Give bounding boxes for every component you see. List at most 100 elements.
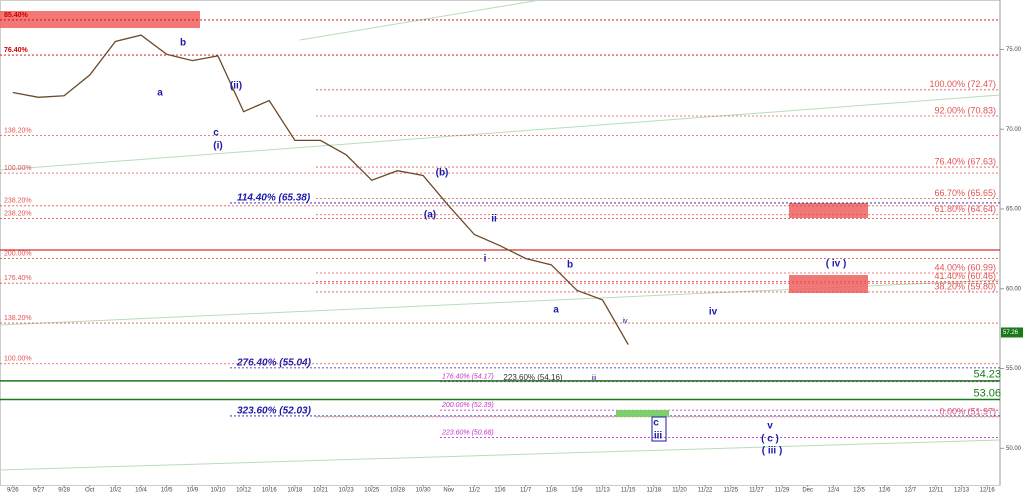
- level-label: 138.20%: [4, 127, 32, 134]
- x-tick-label: 11/13: [595, 488, 610, 494]
- y-tick-label: 60.00: [1006, 286, 1022, 292]
- x-tick-label: 12/6: [879, 488, 891, 494]
- level-label: 238.20%: [4, 210, 32, 217]
- x-tick-label: 11/29: [775, 488, 790, 494]
- x-tick-label: 10/21: [313, 488, 329, 494]
- plot-frame: [0, 0, 1001, 486]
- wave-label: (ii): [230, 81, 242, 92]
- x-tick-label: 12/11: [929, 488, 944, 494]
- x-tick-label: 10/4: [135, 488, 147, 494]
- trend-line: [0, 439, 1001, 471]
- x-tick-label: 11/8: [546, 488, 558, 494]
- last-price-label: 57.26: [1003, 330, 1019, 336]
- wave-label: iii: [654, 431, 663, 442]
- level-label: 41.40% (60.46): [934, 271, 996, 281]
- level-label: 276.40% (55.04): [236, 358, 312, 369]
- level-label: 114.40% (65.38): [237, 193, 311, 204]
- zone: [789, 203, 868, 218]
- level-label: 0.00% (51.97): [939, 406, 996, 416]
- wave-label: iv: [622, 318, 628, 325]
- last-price-box: [1001, 327, 1023, 338]
- x-tick-label: 10/5: [161, 488, 173, 494]
- x-tick-label: 10/23: [339, 488, 355, 494]
- x-tick-label: 10/2: [110, 488, 122, 494]
- x-tick-label: 12/7: [904, 488, 916, 494]
- wave-label: (i): [213, 141, 222, 152]
- wave-box: [651, 416, 667, 442]
- level-label: 100.00% (72.47): [929, 79, 996, 89]
- x-tick-label: 10/16: [262, 488, 278, 494]
- level-label: 223.60% (50.68): [441, 429, 494, 436]
- y-tick-label: 70.00: [1006, 127, 1022, 133]
- zone: [789, 275, 868, 293]
- level-label: 200.00%: [4, 250, 32, 257]
- x-tick-label: Nov: [443, 488, 454, 494]
- level-label: 238.20%: [4, 198, 32, 205]
- wave-label: iv: [709, 307, 718, 318]
- x-tick-label: 10/30: [416, 488, 432, 494]
- wave-label: (b): [436, 168, 449, 179]
- level-label: 323.60% (52.03): [237, 406, 312, 417]
- x-tick-label: Dec: [802, 488, 813, 494]
- level-label: 66.70% (65.65): [934, 188, 996, 198]
- x-tick-label: 12/5: [853, 488, 865, 494]
- y-tick-label: 50.00: [1006, 446, 1022, 452]
- wave-label: b: [180, 38, 186, 49]
- wave-label: v: [767, 421, 773, 432]
- level-label: 44.00% (60.99): [934, 262, 996, 272]
- x-tick-label: 12/16: [980, 488, 996, 494]
- zone: [0, 11, 200, 28]
- x-tick-label: Oct: [85, 488, 95, 494]
- level-label: 100.00%: [4, 356, 32, 363]
- level-label: 76.40% (67.63): [934, 156, 996, 166]
- wave-label: b: [567, 260, 573, 271]
- wave-label: i: [484, 254, 487, 265]
- wave-label: a: [157, 88, 163, 99]
- level-label: 138.20%: [4, 315, 32, 322]
- level-label: 200.00% (52.39): [441, 402, 494, 409]
- price-line: [12, 34, 629, 345]
- x-tick-label: 11/7: [520, 488, 532, 494]
- x-tick-label: 12/4: [827, 488, 839, 494]
- wave-label: (a): [424, 210, 436, 221]
- x-tick-label: 9/28: [58, 488, 70, 494]
- x-tick-label: 10/12: [236, 488, 252, 494]
- wave-label: c: [653, 418, 659, 429]
- x-tick-label: 11/9: [571, 488, 583, 494]
- x-tick-label: 10/28: [390, 488, 406, 494]
- y-tick-label: 75.00: [1006, 47, 1022, 53]
- x-tick-label: 11/27: [749, 488, 764, 494]
- x-tick-label: 9/26: [7, 488, 19, 494]
- wave-label: ii: [491, 214, 497, 225]
- level-label: 76.40%: [4, 47, 29, 54]
- trend-line: [0, 94, 1001, 171]
- x-tick-label: 11/22: [698, 488, 713, 494]
- wave-label: ( iv ): [826, 259, 847, 270]
- wave-label: iii: [592, 375, 597, 382]
- support-label: 53.06: [973, 387, 1001, 399]
- level-label: 92.00% (70.83): [934, 105, 996, 115]
- x-tick-label: 10/18: [287, 488, 303, 494]
- support-label: 54.23: [973, 369, 1001, 381]
- wave-label: ( c ): [761, 434, 779, 445]
- x-tick-label: 10/9: [186, 488, 198, 494]
- x-tick-label: 9/27: [33, 488, 45, 494]
- wave-label: ( iii ): [762, 446, 783, 457]
- level-label: 100.00%: [4, 165, 32, 172]
- x-tick-label: 11/20: [672, 488, 687, 494]
- x-tick-label: 11/25: [723, 488, 738, 494]
- level-label: 61.80% (64.64): [934, 204, 996, 214]
- x-tick-label: 11/15: [621, 488, 636, 494]
- level-label: 85.40%: [4, 12, 29, 19]
- level-label: 176.40%: [4, 275, 32, 282]
- x-tick-label: 11/18: [647, 488, 662, 494]
- y-tick-label: 65.00: [1006, 207, 1022, 213]
- wave-label: a: [553, 305, 559, 316]
- x-tick-label: 11/6: [494, 488, 506, 494]
- x-tick-label: 10/10: [210, 488, 226, 494]
- target-box: [616, 410, 669, 417]
- x-tick-label: 12/13: [954, 488, 970, 494]
- x-tick-label: 11/2: [469, 488, 481, 494]
- y-tick-label: 55.00: [1006, 366, 1022, 372]
